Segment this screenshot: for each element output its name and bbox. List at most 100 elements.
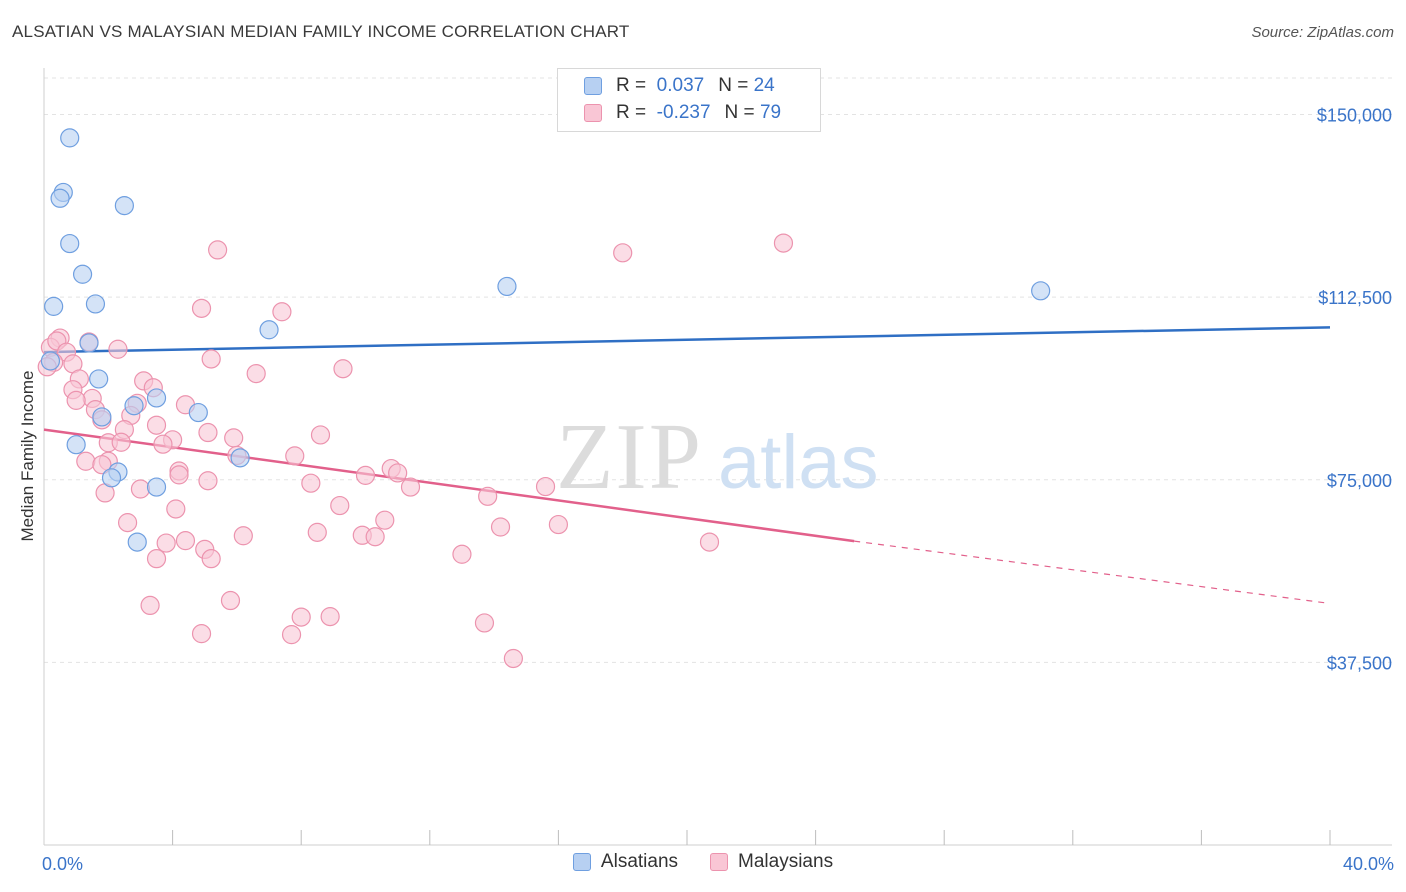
malaysian-point xyxy=(333,359,353,379)
legend-r-value: 0.037 xyxy=(656,75,705,96)
malaysian-point xyxy=(224,428,244,448)
alsatian-point xyxy=(44,296,64,316)
malaysian-point xyxy=(117,513,138,533)
malaysian-point xyxy=(146,415,167,435)
malaysian-point xyxy=(191,298,212,318)
label-layer: $37,500 $75,000 $112,500 $150,000 0.0% 40.0% M… xyxy=(18,106,1394,874)
legend-row-alsatians: R = 0.037 N = 24 xyxy=(584,74,775,98)
malaysian-point xyxy=(613,243,633,263)
malaysian-point xyxy=(388,463,408,483)
malaysian-point xyxy=(153,434,173,454)
alsatian-point xyxy=(230,448,250,468)
y-axis-label: Median Family Income xyxy=(18,370,37,541)
malaysian-point xyxy=(355,465,376,485)
legend-n-value: 79 xyxy=(759,102,782,123)
malaysian-point xyxy=(365,527,385,547)
alsatian-point xyxy=(146,388,167,408)
alsatian-point xyxy=(60,128,80,148)
malaysian-point xyxy=(478,486,498,506)
legend-n-label: N = xyxy=(724,102,755,123)
trend-layer xyxy=(43,326,1331,605)
alsatian-point xyxy=(114,195,134,216)
alsatian-point xyxy=(50,188,70,208)
malaysian-point xyxy=(281,625,302,645)
malaysian-point xyxy=(169,465,189,485)
watermark-zip: ZIP xyxy=(556,405,703,509)
alsatian-point xyxy=(92,407,112,427)
legend-n-label: N = xyxy=(718,75,749,96)
malaysian-point xyxy=(175,531,196,551)
legend-label-malaysians: Malaysians xyxy=(738,851,834,872)
grid-layer xyxy=(44,77,1392,663)
malaysian-point xyxy=(291,607,311,627)
malaysian-point xyxy=(191,624,212,644)
alsatian-point xyxy=(1031,281,1051,301)
malaysian-point xyxy=(220,590,241,611)
malaysian-point xyxy=(146,549,167,569)
malaysian-point xyxy=(535,476,556,497)
y-tick-label: $37,500 xyxy=(1327,653,1392,673)
alsatian-point xyxy=(89,369,109,389)
legend-label-alsatians: Alsatians xyxy=(600,851,679,872)
malaysian-point xyxy=(198,471,218,491)
malaysian-point xyxy=(699,532,720,552)
alsatians-swatch xyxy=(584,77,602,95)
malaysian-point xyxy=(156,533,176,553)
alsatian-point xyxy=(66,435,86,455)
malaysians-trend-line xyxy=(43,428,855,543)
source-label: Source: ZipAtlas.com xyxy=(1251,24,1394,41)
malaysian-point xyxy=(301,473,321,493)
malaysian-point xyxy=(474,613,495,633)
alsatian-point xyxy=(146,477,167,497)
malaysian-point xyxy=(320,607,340,627)
malaysian-point xyxy=(233,526,253,546)
malaysian-point xyxy=(400,477,421,497)
malaysian-point xyxy=(310,425,331,445)
malaysian-point xyxy=(490,517,511,537)
malaysian-point xyxy=(108,339,128,359)
legend-r-label: R = xyxy=(616,75,647,96)
legend-item-alsatians[interactable]: Alsatians xyxy=(572,851,679,873)
legend-row-malaysians: R = -0.237 N = 79 xyxy=(584,101,781,125)
alsatian-point xyxy=(85,294,106,314)
malaysian-point xyxy=(503,648,523,669)
malaysian-point xyxy=(201,549,221,569)
alsatian-point xyxy=(40,351,61,371)
y-tick-label: $75,000 xyxy=(1327,471,1392,491)
malaysian-point xyxy=(201,349,221,369)
watermark-atlas: atlas xyxy=(718,420,879,505)
legend-item-malaysians[interactable]: Malaysians xyxy=(710,851,833,873)
malaysian-point xyxy=(111,432,131,452)
y-tick-label: $150,000 xyxy=(1317,106,1392,126)
alsatian-point xyxy=(259,320,279,340)
malaysian-point xyxy=(92,455,112,475)
malaysian-point xyxy=(375,510,395,530)
malaysian-point xyxy=(548,514,569,535)
alsatians-legend-swatch xyxy=(572,853,591,871)
legend-n-value: 24 xyxy=(753,75,775,96)
malaysian-point xyxy=(66,390,86,410)
alsatian-point xyxy=(72,264,93,284)
malaysian-point xyxy=(272,302,292,322)
alsatian-point xyxy=(79,333,99,353)
malaysians-legend-swatch xyxy=(710,853,729,871)
chart-title: ALSATIAN VS MALAYSIAN MEDIAN FAMILY INCO… xyxy=(12,22,630,41)
axis-layer xyxy=(43,68,1392,846)
malaysian-point xyxy=(198,422,218,443)
malaysian-point xyxy=(773,233,794,253)
malaysians-swatch xyxy=(584,104,602,122)
alsatian-point xyxy=(60,233,80,254)
malaysian-point xyxy=(307,522,327,542)
malaysian-point xyxy=(166,499,186,519)
alsatian-point xyxy=(188,402,208,423)
legend-r-label: R = xyxy=(616,102,647,123)
correlation-legend: R = 0.037 N = 24 R = -0.237 N = 79 xyxy=(557,68,821,132)
series-legend: Alsatians Malaysians xyxy=(0,851,1406,873)
malaysian-point xyxy=(330,495,350,516)
malaysian-point xyxy=(130,479,151,499)
y-tick-label: $112,500 xyxy=(1318,288,1392,308)
malaysian-point xyxy=(76,451,96,471)
malaysians-trend-extension xyxy=(854,540,1331,605)
watermark: ZIP atlas xyxy=(556,405,879,509)
